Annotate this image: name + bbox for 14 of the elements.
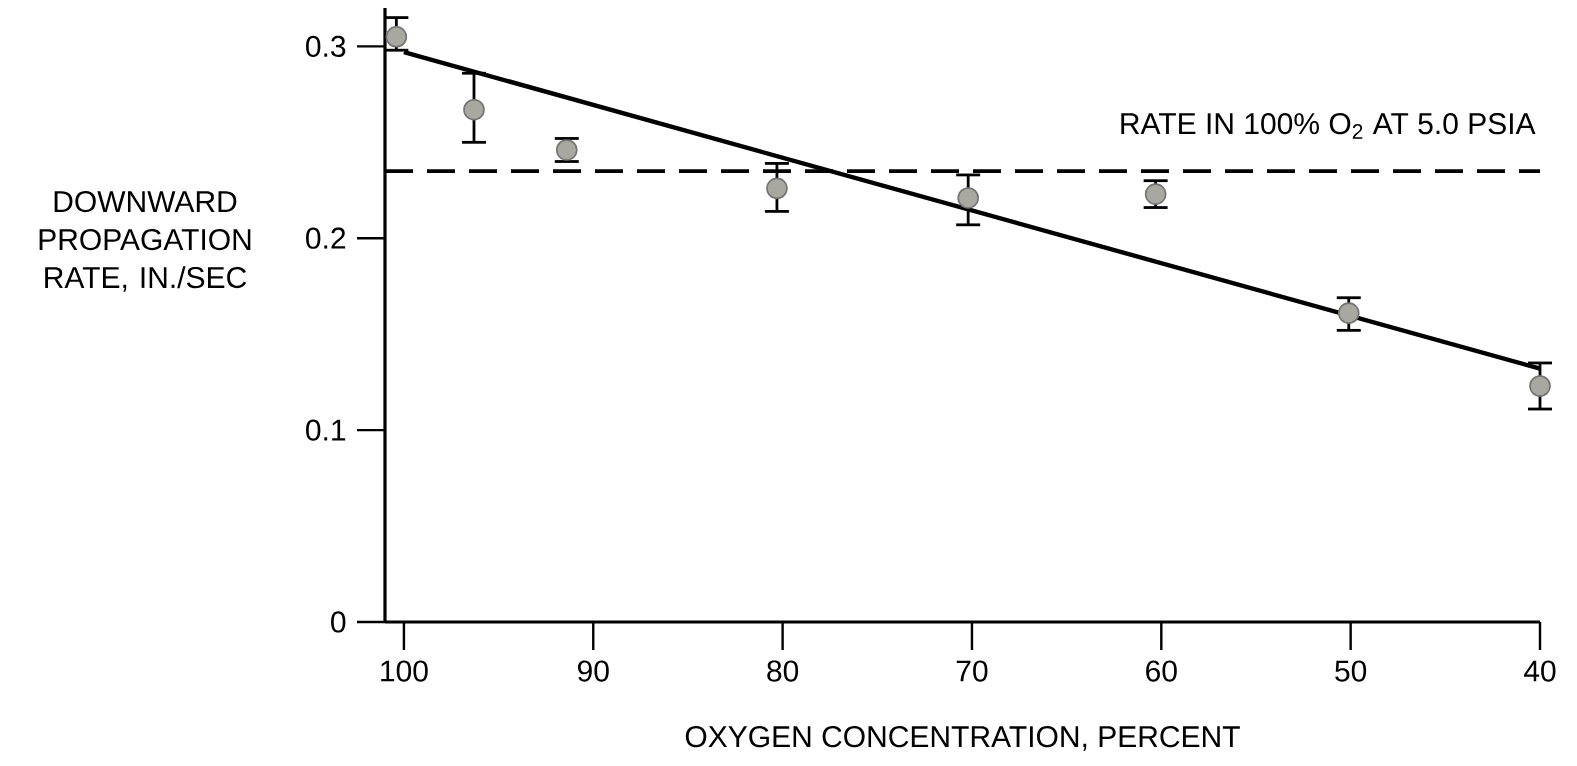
y-axis-title: DOWNWARD PROPAGATION RATE, IN./SEC bbox=[39, 190, 251, 292]
x-tick-label: 60 bbox=[1146, 660, 1177, 682]
y-tick-label: 0.1 bbox=[306, 419, 346, 441]
x-axis-title: OXYGEN CONCENTRATION, PERCENT bbox=[685, 726, 1240, 751]
x-tick-label: 90 bbox=[578, 660, 609, 682]
y-tick-label: 0.3 bbox=[306, 35, 346, 57]
x-tick-label: 50 bbox=[1335, 660, 1367, 682]
y-tick-label: 0.2 bbox=[306, 227, 346, 249]
x-tick-label: 100 bbox=[381, 660, 428, 682]
y-tick-label: 0 bbox=[331, 611, 346, 633]
x-tick-label: 70 bbox=[956, 660, 988, 682]
x-tick-label: 40 bbox=[1524, 660, 1556, 682]
ref-line-label: RATE IN 100% O$_{2}$ AT 5.0 PSIA bbox=[1121, 113, 1536, 139]
x-tick-label: 80 bbox=[767, 660, 799, 682]
